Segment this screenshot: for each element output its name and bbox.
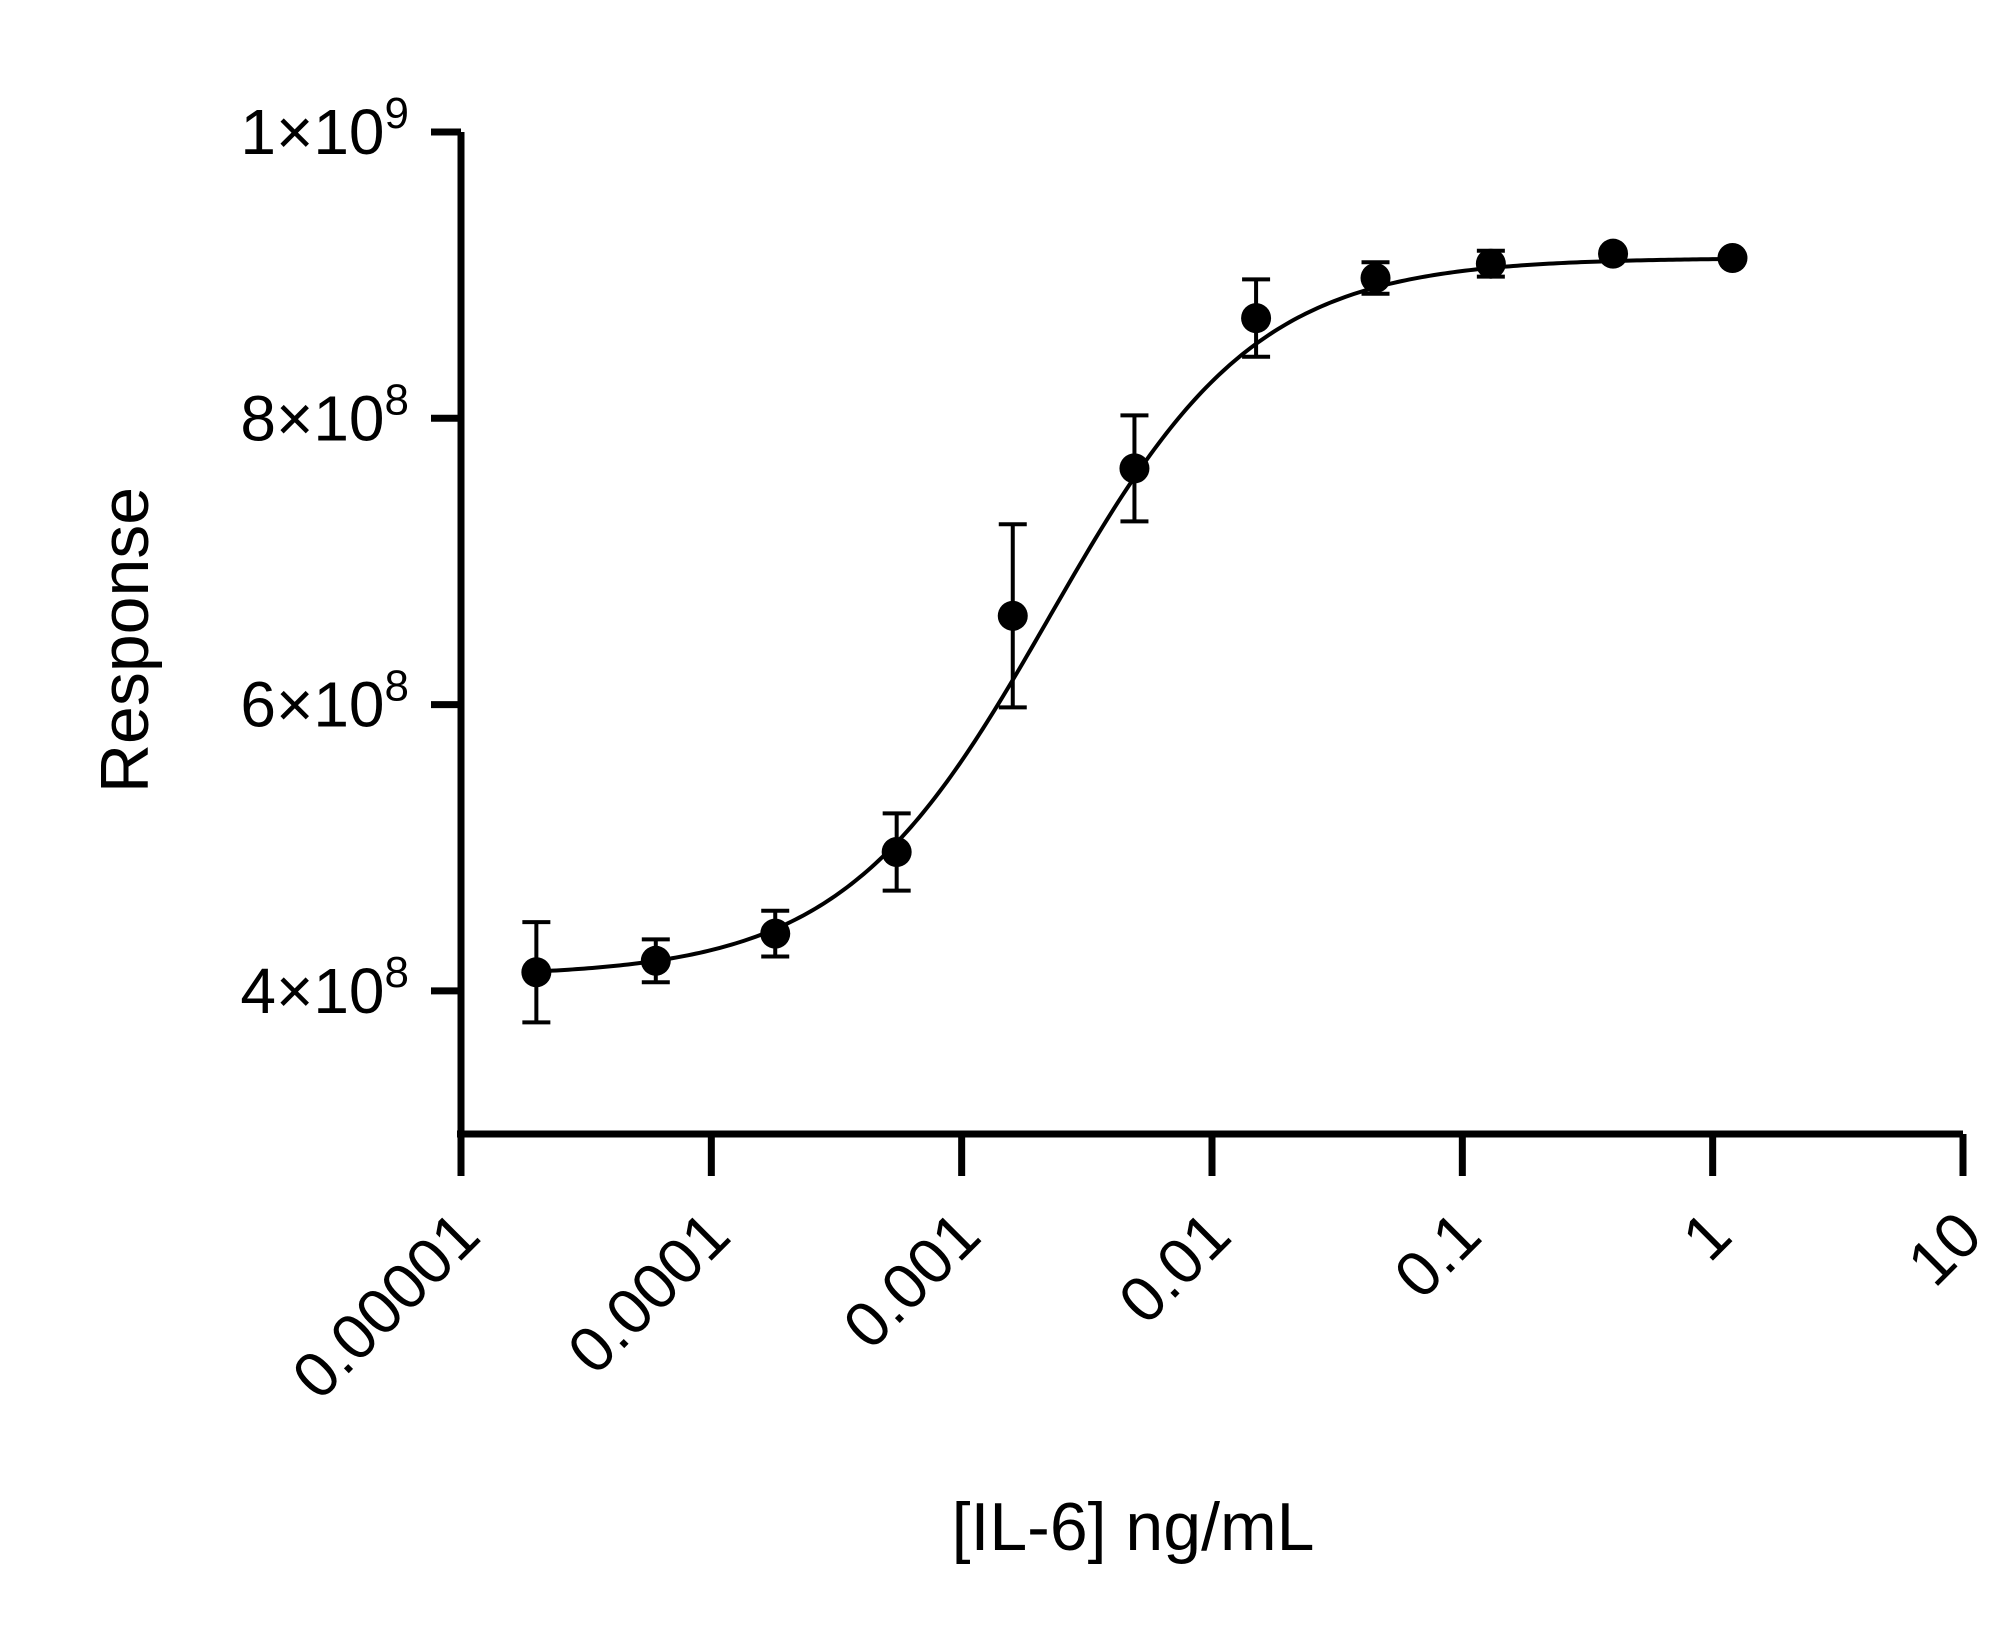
- y-tick-label: 8×108: [240, 375, 409, 454]
- x-tick-label: 0.00001: [278, 1198, 492, 1412]
- axes: [457, 132, 1963, 1138]
- y-tick-label: 1×109: [240, 89, 409, 168]
- x-tick-label: 10: [1894, 1198, 1995, 1299]
- y-axis-title: Response: [87, 487, 163, 793]
- x-ticks: 0.00001 0.0001 0.001 0.01 0.1 1 10: [278, 1134, 1995, 1412]
- data-point: [640, 945, 671, 976]
- error-bars: [522, 248, 1505, 1025]
- data-point: [1717, 242, 1748, 273]
- fit-curve: [536, 256, 1733, 974]
- data-point: [881, 837, 912, 868]
- data-point: [1241, 303, 1272, 334]
- data-point: [1360, 263, 1391, 294]
- data-point: [760, 918, 791, 949]
- data-point: [997, 600, 1028, 631]
- data-point: [1475, 248, 1506, 279]
- x-tick-label: 0.1: [1380, 1198, 1494, 1312]
- x-tick-label: 0.0001: [554, 1198, 743, 1387]
- data-point: [521, 957, 552, 988]
- x-axis-title: [IL-6] ng/mL: [952, 1489, 1315, 1565]
- x-tick-label: 1: [1668, 1198, 1744, 1274]
- y-tick-label: 6×108: [240, 662, 409, 741]
- data-points: [521, 238, 1748, 988]
- x-tick-label: 0.01: [1105, 1198, 1244, 1337]
- y-ticks: 4×108 6×108 8×108 1×109: [240, 89, 461, 1027]
- y-tick-label: 4×108: [240, 948, 409, 1027]
- data-point: [1119, 453, 1150, 484]
- data-point: [1598, 238, 1629, 269]
- x-tick-label: 0.001: [829, 1198, 993, 1362]
